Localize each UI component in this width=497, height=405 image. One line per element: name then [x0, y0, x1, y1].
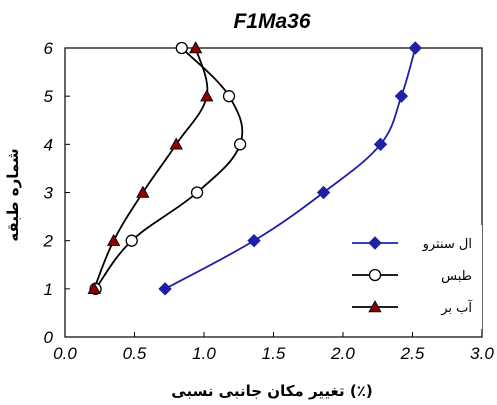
- series-point-3: [106, 233, 121, 246]
- y-tick-label: 1: [44, 280, 53, 299]
- series-point-2: [233, 138, 247, 151]
- series-point-3: [136, 185, 150, 198]
- series-point-1: [373, 137, 388, 152]
- series-point-2: [175, 41, 188, 55]
- y-tick-label: 5: [44, 87, 54, 106]
- series-point-3: [200, 89, 214, 102]
- x-tick-label: 1.5: [262, 344, 286, 363]
- series-point-2: [222, 90, 236, 103]
- series-point-1: [247, 233, 261, 248]
- x-tick-label: 0.0: [53, 344, 77, 363]
- series-point-3: [188, 41, 203, 54]
- x-tick-label: 0.5: [123, 344, 147, 363]
- legend: ال سنترو طبس آب بر: [340, 225, 482, 329]
- legend-marker-2: [368, 268, 382, 282]
- y-tick-labels: 0 1 2 3 4 5 6: [43, 39, 54, 347]
- series-point-1: [408, 41, 422, 55]
- chart-title: F1Ma36: [233, 10, 310, 33]
- y-tick-label: 6: [44, 39, 54, 58]
- x-tick-label: 1.0: [192, 344, 216, 363]
- legend-marker-1: [368, 236, 382, 250]
- legend-label: آب بر: [440, 299, 473, 316]
- legend-label: طبس: [441, 269, 472, 284]
- x-axis-label: تغییر مکان جانبی نسبی (٪): [171, 382, 372, 400]
- legend-label: ال سنترو: [422, 237, 472, 252]
- series-markers: [87, 41, 422, 296]
- x-tick-label: 2.0: [330, 344, 355, 363]
- x-tick-labels: 0.0 0.5 1.0 1.5 2.0 2.5 3.0: [53, 344, 494, 363]
- y-tick-label: 0: [44, 328, 54, 347]
- axis-ticks: [64, 47, 483, 338]
- x-tick-label: 2.5: [400, 344, 425, 363]
- y-axis-label: شماره طبقه: [4, 148, 22, 241]
- x-tick-label: 3.0: [470, 344, 494, 363]
- series-point-1: [316, 185, 331, 200]
- series-point-2: [190, 186, 204, 199]
- y-tick-label: 4: [44, 135, 53, 154]
- series-point-1: [158, 282, 172, 296]
- y-tick-label: 2: [43, 232, 54, 251]
- y-tick-label: 3: [44, 184, 54, 203]
- series-point-2: [125, 234, 138, 247]
- legend-marker-3: [368, 300, 382, 313]
- series-point-3: [169, 137, 183, 150]
- series-point-3: [87, 282, 101, 295]
- series-point-1: [394, 89, 409, 103]
